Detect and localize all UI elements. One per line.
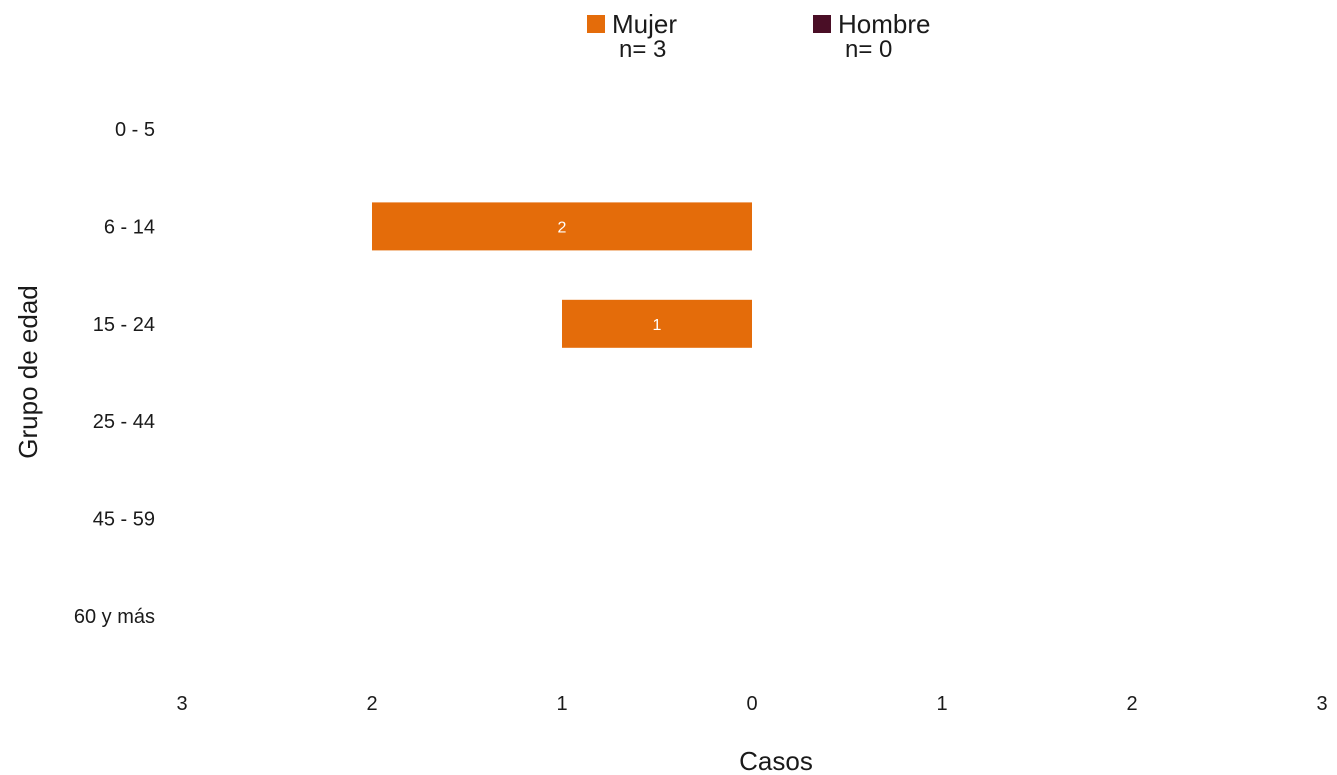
x-tick-label: 3	[176, 693, 187, 715]
y-axis-tick-labels: 0 - 5 6 - 14 15 - 24 25 - 44 45 - 59 60 y más	[74, 119, 155, 628]
legend-count: n= 3	[619, 36, 666, 63]
x-tick-label: 1	[936, 693, 947, 715]
x-tick-label: 0	[746, 693, 757, 715]
y-tick-label: 0 - 5	[115, 119, 155, 141]
y-tick-label: 6 - 14	[104, 216, 155, 238]
legend-swatch-hombre	[813, 15, 831, 33]
bar-value-label: 2	[558, 219, 567, 236]
bars: 21	[372, 202, 752, 348]
bar-value-label: 1	[653, 317, 662, 334]
y-tick-label: 45 - 59	[93, 509, 155, 531]
x-axis-tick-labels: 3 2 1 0 1 2 3	[176, 693, 1327, 715]
y-tick-label: 15 - 24	[93, 314, 155, 336]
x-tick-label: 2	[366, 693, 377, 715]
y-axis-title: Grupo de edad	[13, 285, 43, 458]
y-tick-label: 25 - 44	[93, 411, 155, 433]
legend-count: n= 0	[845, 36, 892, 63]
x-tick-label: 3	[1316, 693, 1327, 715]
x-axis-title: Casos	[739, 746, 813, 775]
x-tick-label: 2	[1126, 693, 1137, 715]
bar-mujer	[562, 299, 752, 348]
legend-label: Mujer	[612, 9, 677, 39]
legend-swatch-mujer	[587, 15, 605, 33]
bar-mujer	[372, 202, 752, 251]
y-tick-label: 60 y más	[74, 606, 155, 628]
x-tick-label: 1	[556, 693, 567, 715]
legend-label: Hombre	[838, 9, 930, 39]
